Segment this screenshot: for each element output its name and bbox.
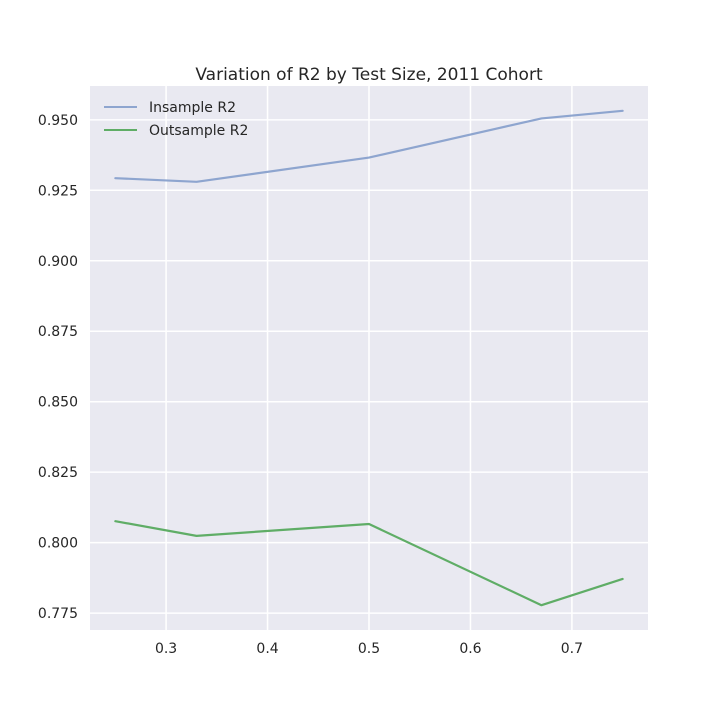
y-tick-label: 0.875 <box>38 324 78 340</box>
x-tick-label: 0.7 <box>561 641 583 657</box>
y-tick-label: 0.800 <box>38 536 78 552</box>
chart-title: Variation of R2 by Test Size, 2011 Cohor… <box>195 65 543 85</box>
series-line-outsample <box>114 520 624 607</box>
x-tick-label: 0.6 <box>459 641 481 657</box>
y-tick-label: 0.900 <box>38 254 78 270</box>
y-tick-label: 0.775 <box>38 606 78 622</box>
y-tick-label: 0.850 <box>38 395 78 411</box>
x-tick-label: 0.5 <box>358 641 380 657</box>
series-line-insample <box>114 109 624 183</box>
x-tick-label: 0.3 <box>155 641 177 657</box>
legend-label-outsample: Outsample R2 <box>149 123 248 139</box>
y-gridlines <box>90 119 648 614</box>
series-lines <box>114 109 624 607</box>
x-tick-label: 0.4 <box>256 641 278 657</box>
y-tick-label: 0.825 <box>38 465 78 481</box>
y-tick-label: 0.925 <box>38 183 78 199</box>
y-tick-label: 0.950 <box>38 113 78 129</box>
y-tick-labels: 0.775 0.800 0.825 0.850 0.875 0.900 0.925 0.950 <box>38 113 78 622</box>
x-gridlines <box>165 86 573 630</box>
legend-label-insample: Insample R2 <box>149 100 236 116</box>
x-tick-labels: 0.3 0.4 0.5 0.6 0.7 <box>155 641 583 657</box>
legend: Insample R2 Outsample R2 <box>104 100 248 139</box>
